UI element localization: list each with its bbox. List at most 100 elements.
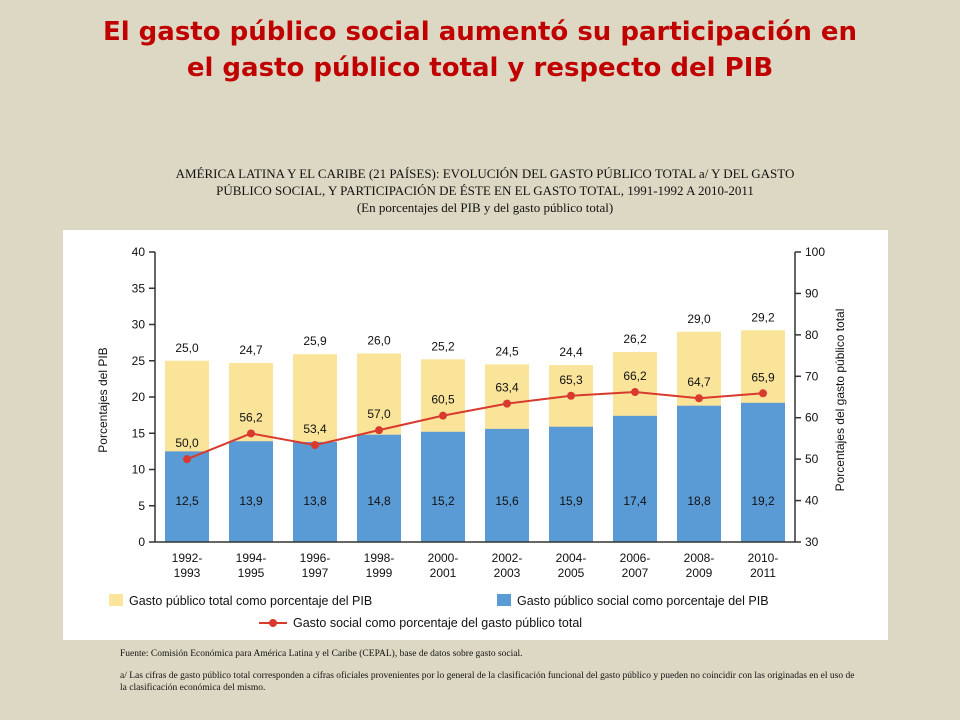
data-label-ratio: 65,9 <box>751 370 775 384</box>
data-label-social: 15,6 <box>495 494 519 508</box>
legend-marker-ratio <box>269 619 277 627</box>
source-note: Fuente: Comisión Económica para América … <box>120 649 523 659</box>
data-label-total: 24,4 <box>559 345 583 359</box>
data-label-total: 25,0 <box>175 341 199 355</box>
data-label-total: 25,9 <box>303 334 327 348</box>
y-tick-label: 35 <box>132 281 146 295</box>
legend-swatch-total <box>109 594 123 606</box>
data-label-total: 25,2 <box>431 339 455 353</box>
slide-title-line-2: el gasto público total y respecto del PI… <box>186 53 774 83</box>
chart-heading-line-2: PÚBLICO SOCIAL, Y PARTICIPACIÓN DE ÉSTE … <box>216 183 754 198</box>
chart-heading-line-1: AMÉRICA LATINA Y EL CARIBE (21 PAÍSES): … <box>175 166 795 181</box>
data-label-ratio: 50,0 <box>175 436 199 450</box>
data-label-ratio: 65,3 <box>559 373 583 387</box>
x-tick-label: 1996- <box>300 551 331 565</box>
data-label-social: 14,8 <box>367 494 391 508</box>
x-tick-label: 2007 <box>622 566 649 580</box>
bar-gasto-social <box>357 434 401 542</box>
line-point <box>247 429 255 438</box>
y-tick-label: 10 <box>132 463 146 477</box>
bar-gasto-social <box>293 441 337 542</box>
x-tick-label: 1997 <box>302 566 329 580</box>
data-label-total: 26,0 <box>367 334 391 348</box>
x-tick-label: 1995 <box>238 566 265 580</box>
x-tick-label: 2008- <box>684 551 715 565</box>
y2-tick-label: 40 <box>805 494 819 508</box>
y-tick-label: 25 <box>132 354 146 368</box>
x-tick-label: 2003 <box>494 566 521 580</box>
data-label-ratio: 60,5 <box>431 393 455 407</box>
x-tick-label: 1999 <box>366 566 393 580</box>
data-label-social: 13,8 <box>303 494 327 508</box>
line-point <box>567 391 575 400</box>
data-label-ratio: 63,4 <box>495 381 519 395</box>
x-tick-label: 2005 <box>558 566 585 580</box>
x-tick-label: 1993 <box>174 566 201 580</box>
y2-tick-label: 70 <box>805 369 819 383</box>
y2-tick-label: 100 <box>805 245 825 259</box>
bar-gasto-social <box>549 426 593 542</box>
y-tick-label: 15 <box>132 426 146 440</box>
data-label-ratio: 53,4 <box>303 422 327 436</box>
bar-gasto-social <box>677 405 721 542</box>
x-tick-label: 2000- <box>428 551 459 565</box>
y2-axis-label: Porcentajes del gasto público total <box>833 309 847 492</box>
data-label-social: 17,4 <box>623 494 647 508</box>
line-point <box>759 389 767 398</box>
line-gasto-social-ratio <box>186 391 764 461</box>
data-label-social: 13,9 <box>239 494 263 508</box>
data-label-ratio: 66,2 <box>623 369 647 383</box>
bar-gasto-social <box>741 402 785 542</box>
legend-label-total: Gasto público total como porcentaje del … <box>129 594 372 608</box>
y-tick-label: 20 <box>132 390 146 404</box>
legend-label-social: Gasto público social como porcentaje del… <box>517 594 769 608</box>
chart-heading-line-3: (En porcentajes del PIB y del gasto públ… <box>356 200 614 215</box>
data-label-total: 24,7 <box>239 343 263 357</box>
y-tick-label: 0 <box>138 535 145 549</box>
data-label-ratio: 56,2 <box>239 410 263 424</box>
chart-heading: AMÉRICA LATINA Y EL CARIBE (21 PAÍSES): … <box>90 165 880 216</box>
x-tick-label: 1992- <box>172 551 203 565</box>
bar-gasto-social <box>485 428 529 542</box>
chart-notes: Fuente: Comisión Económica para América … <box>120 648 860 704</box>
line-point <box>631 388 639 397</box>
data-label-ratio: 57,0 <box>367 407 391 421</box>
y-axis-label: Porcentajes del PIB <box>96 347 110 452</box>
chart-panel: Porcentajes del PIB Porcentajes del gast… <box>63 230 888 640</box>
bar-gasto-social <box>613 415 657 542</box>
data-label-social: 12,5 <box>175 494 199 508</box>
footnote: a/ Las cifras de gasto público total cor… <box>120 671 855 693</box>
x-tick-label: 1994- <box>236 551 267 565</box>
data-label-social: 18,8 <box>687 494 711 508</box>
data-label-total: 24,5 <box>495 344 519 358</box>
data-label-ratio: 64,7 <box>687 375 711 389</box>
x-tick-label: 2006- <box>620 551 651 565</box>
x-tick-label: 2010- <box>748 551 779 565</box>
line-point <box>503 399 511 408</box>
data-label-social: 15,9 <box>559 494 583 508</box>
y-tick-label: 5 <box>138 499 145 513</box>
y2-tick-label: 80 <box>805 328 819 342</box>
x-tick-label: 2009 <box>686 566 713 580</box>
data-label-social: 15,2 <box>431 494 455 508</box>
x-tick-label: 2002- <box>492 551 523 565</box>
legend-label-ratio: Gasto social como porcentaje del gasto p… <box>293 616 582 630</box>
data-label-social: 19,2 <box>751 494 775 508</box>
bar-gasto-social <box>421 431 465 542</box>
y2-tick-label: 30 <box>805 535 819 549</box>
bar-gasto-social <box>229 441 273 542</box>
slide-title: El gasto público social aumentó su parti… <box>20 14 940 86</box>
y2-tick-label: 50 <box>805 452 819 466</box>
data-label-total: 29,0 <box>687 312 711 326</box>
y2-tick-label: 60 <box>805 411 819 425</box>
line-point <box>311 441 319 450</box>
x-tick-label: 2004- <box>556 551 587 565</box>
line-point <box>375 426 383 435</box>
x-tick-label: 1998- <box>364 551 395 565</box>
y2-tick-label: 90 <box>805 286 819 300</box>
slide-title-line-1: El gasto público social aumentó su parti… <box>102 17 858 47</box>
legend-swatch-social <box>497 594 511 606</box>
combo-chart: Porcentajes del PIB Porcentajes del gast… <box>96 245 847 630</box>
data-label-total: 26,2 <box>623 332 647 346</box>
bar-gasto-social <box>165 451 209 542</box>
